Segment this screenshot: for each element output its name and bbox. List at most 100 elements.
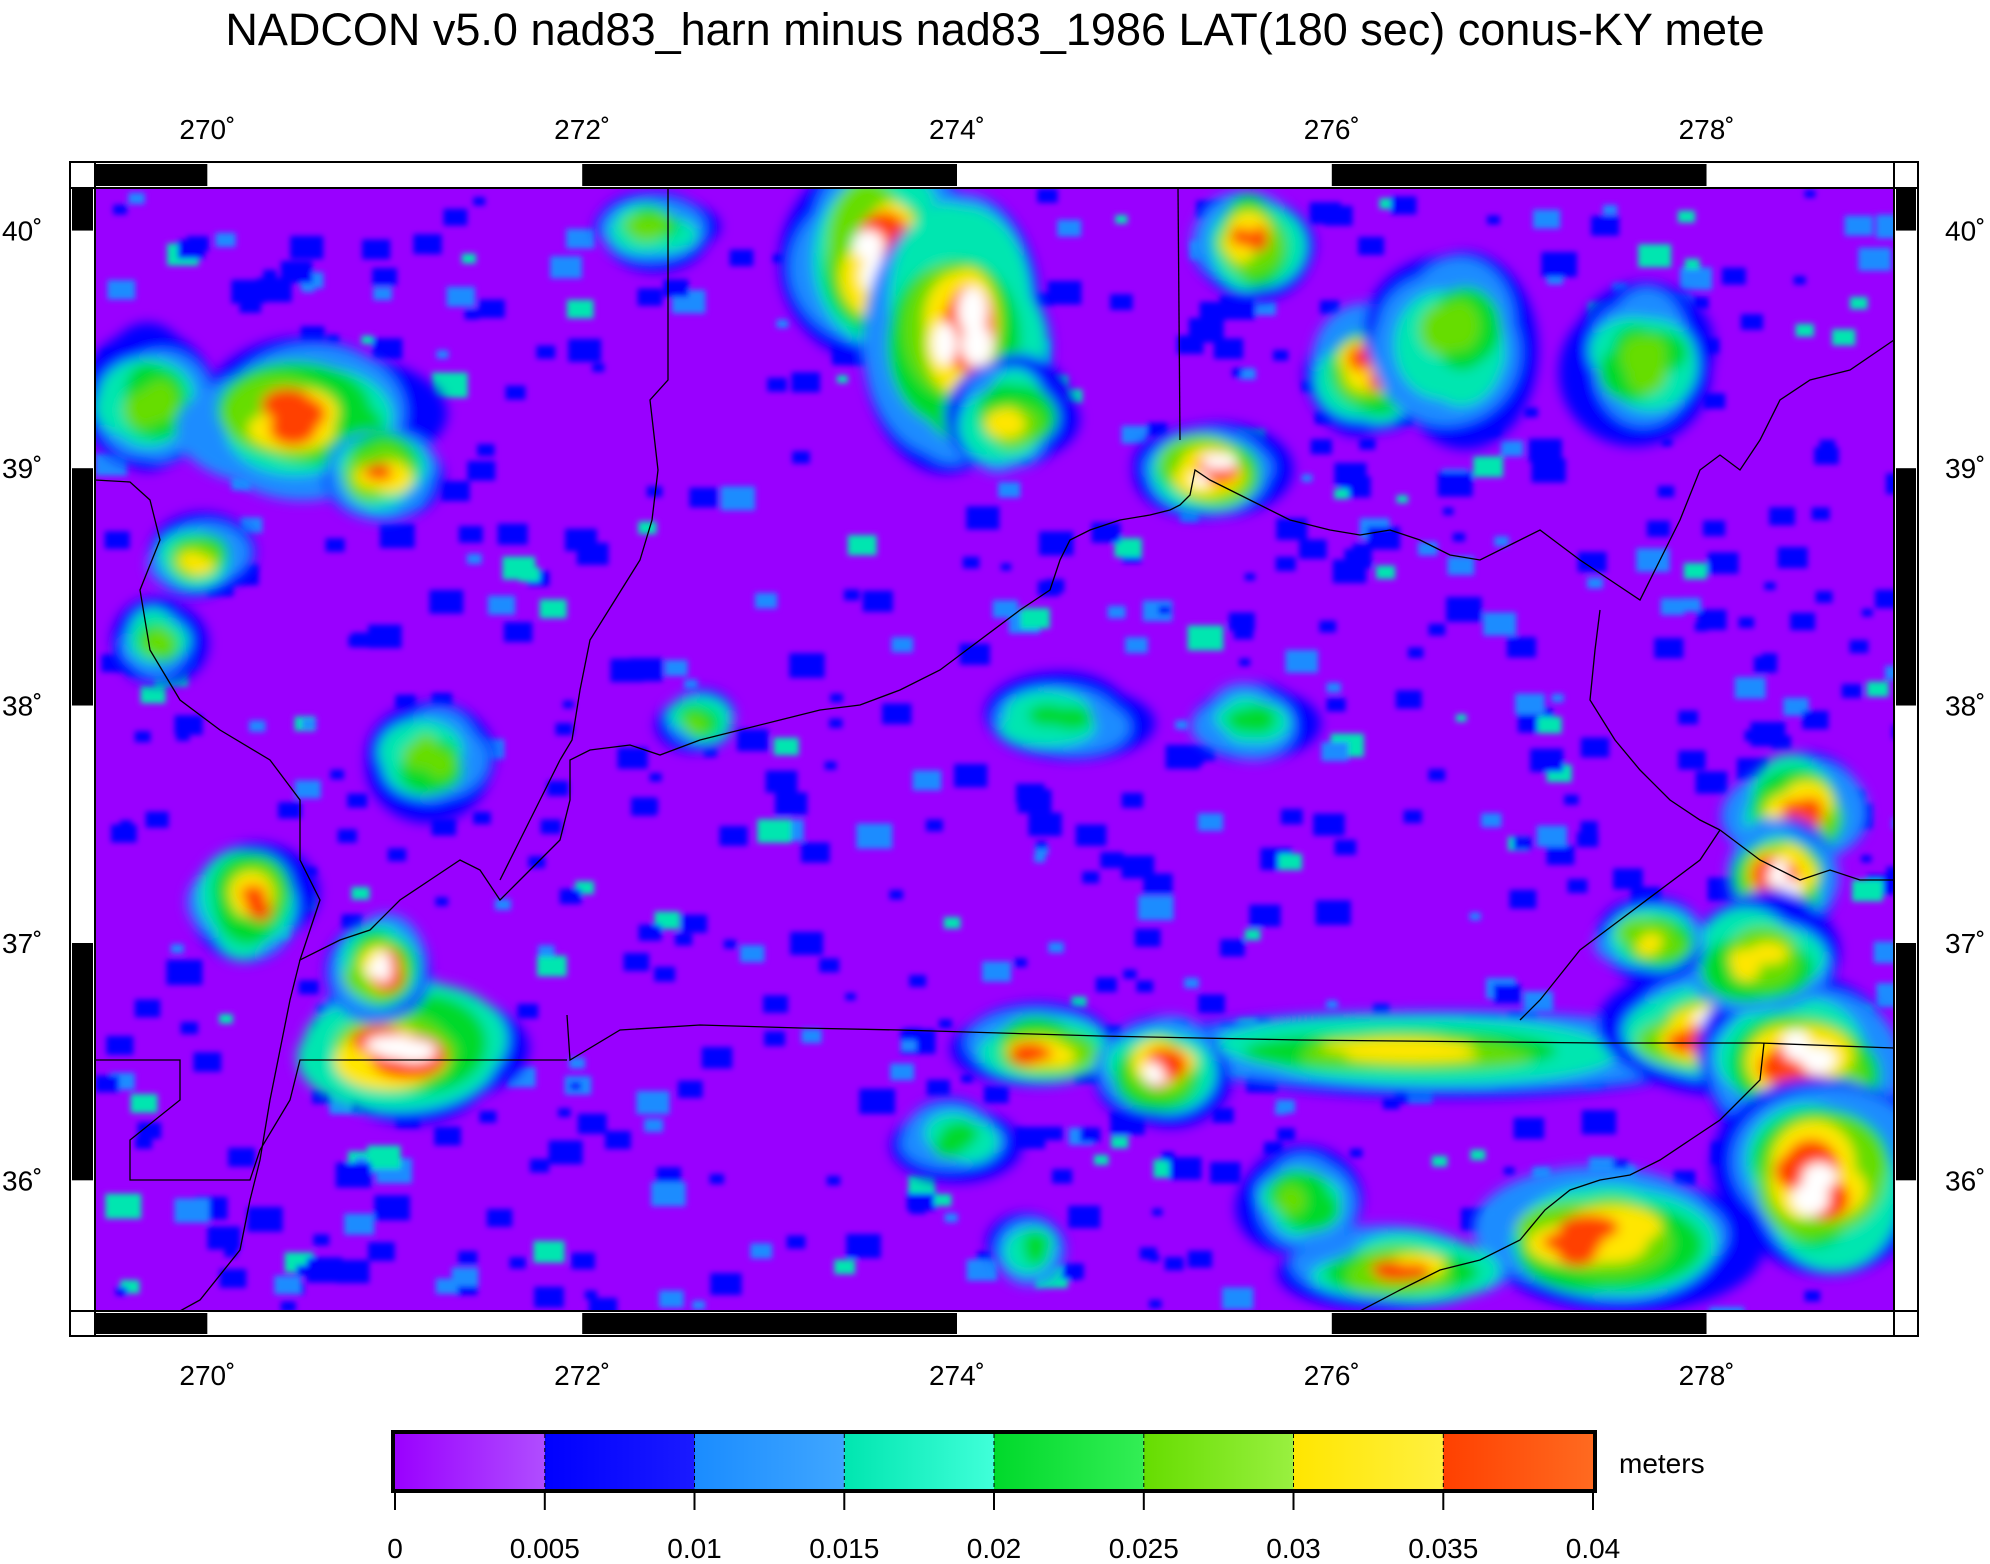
raster-cell [528, 856, 546, 868]
raster-blob [366, 963, 385, 977]
raster-blob [261, 388, 314, 422]
raster-cell [1709, 1307, 1745, 1311]
raster-cell [1136, 980, 1154, 993]
raster-cell [1487, 215, 1500, 225]
state-boundaries [95, 188, 1894, 1311]
raster-blob [957, 286, 988, 335]
raster-cell [1107, 605, 1126, 619]
raster-cell [631, 797, 657, 816]
raster-cell [678, 1080, 703, 1098]
raster-cell [1844, 215, 1873, 236]
raster-blob [1024, 1240, 1047, 1266]
raster-blob [373, 1035, 419, 1059]
raster-cell [1481, 813, 1502, 828]
raster-cell [436, 350, 449, 359]
raster-cell [962, 556, 980, 569]
raster-cell [1222, 1287, 1254, 1310]
raster-cell [1036, 841, 1047, 849]
raster-cell [801, 1029, 822, 1044]
lon-tick-label-top: 278˚ [1679, 114, 1735, 145]
raster-cell [1014, 1127, 1046, 1149]
raster-cell [692, 1300, 705, 1310]
raster-cell [351, 887, 370, 900]
raster-cell [1654, 638, 1684, 659]
raster-cell [176, 731, 190, 741]
raster-cell [767, 377, 787, 392]
raster-cell [1703, 393, 1726, 409]
raster-cell [1310, 439, 1332, 455]
raster-cell [1135, 928, 1161, 947]
raster-cell [569, 1057, 585, 1069]
raster-cell [495, 899, 511, 910]
lat-tick-label-left: 38˚ [2, 691, 42, 722]
colorbar-unit-label: meters [1619, 1448, 1705, 1479]
raster-cell [792, 451, 810, 464]
raster-cell [274, 1275, 301, 1295]
raster-cell [374, 1195, 410, 1221]
raster-cell [1052, 1169, 1073, 1184]
raster-cell [1764, 582, 1776, 590]
raster-cell [617, 747, 648, 769]
raster-cell [95, 1075, 119, 1093]
raster-cell [1035, 845, 1049, 855]
frame-lon-segment [1706, 1313, 1894, 1334]
raster-cell [1188, 318, 1224, 343]
raster-cell [1334, 839, 1357, 855]
raster-cell [1071, 996, 1087, 1008]
raster-cell [1367, 526, 1400, 550]
raster-cell [111, 824, 137, 843]
colorbar-bin [1443, 1434, 1594, 1489]
raster-blob [1209, 454, 1237, 470]
raster-cell [539, 599, 567, 619]
raster-cell [1326, 698, 1346, 712]
raster-cell [829, 718, 843, 728]
raster-cell [644, 1118, 663, 1132]
map-frame [69, 161, 1919, 1337]
raster-cell [207, 1226, 241, 1250]
raster-cell [563, 700, 574, 709]
lon-tick-label-bottom: 270˚ [179, 1360, 235, 1391]
raster-cell [1858, 247, 1892, 271]
raster-cell [336, 1260, 370, 1284]
raster-cell [859, 1088, 896, 1114]
raster-cell [566, 299, 594, 319]
raster-cell [458, 526, 483, 543]
raster-cell [479, 1110, 497, 1123]
raster-cell [558, 1108, 571, 1117]
colorbar-tick-label: 0.015 [809, 1533, 879, 1564]
raster-cell [1875, 589, 1894, 609]
raster-cell [473, 811, 491, 825]
raster-blob [1791, 1181, 1830, 1216]
raster-cell [1275, 1106, 1287, 1115]
raster-cell [263, 269, 277, 280]
raster-cell [998, 482, 1021, 498]
raster-cell [1503, 1167, 1515, 1175]
raster-cell [538, 945, 555, 957]
boundary-ky-va [1519, 829, 1721, 1021]
raster-cell [638, 924, 662, 941]
raster-cell [1677, 210, 1695, 223]
raster-cell [467, 461, 496, 481]
difference-raster [95, 188, 1894, 1311]
raster-cell [1541, 252, 1577, 277]
frame-lat-segment [1896, 943, 1916, 1181]
raster-cell [1110, 294, 1133, 310]
raster-blob [1396, 1263, 1431, 1280]
raster-cell [1321, 742, 1349, 762]
frame-lat-segment [72, 943, 93, 1181]
colorbar-bin [994, 1434, 1144, 1489]
raster-cell [1876, 983, 1894, 1008]
raster-cell [1493, 984, 1521, 1004]
raster-cell [1299, 539, 1327, 559]
lon-tick-label-bottom: 276˚ [1304, 1360, 1360, 1391]
raster-cell [1198, 994, 1225, 1014]
raster-cell [1143, 873, 1173, 894]
raster-cell [231, 279, 265, 304]
raster-cell [1199, 301, 1226, 321]
raster-cell [473, 197, 486, 206]
raster-cell [773, 737, 799, 756]
raster-cell [1057, 219, 1082, 237]
raster-cell [1761, 653, 1778, 665]
raster-cell [663, 279, 689, 297]
raster-cell [301, 283, 315, 293]
